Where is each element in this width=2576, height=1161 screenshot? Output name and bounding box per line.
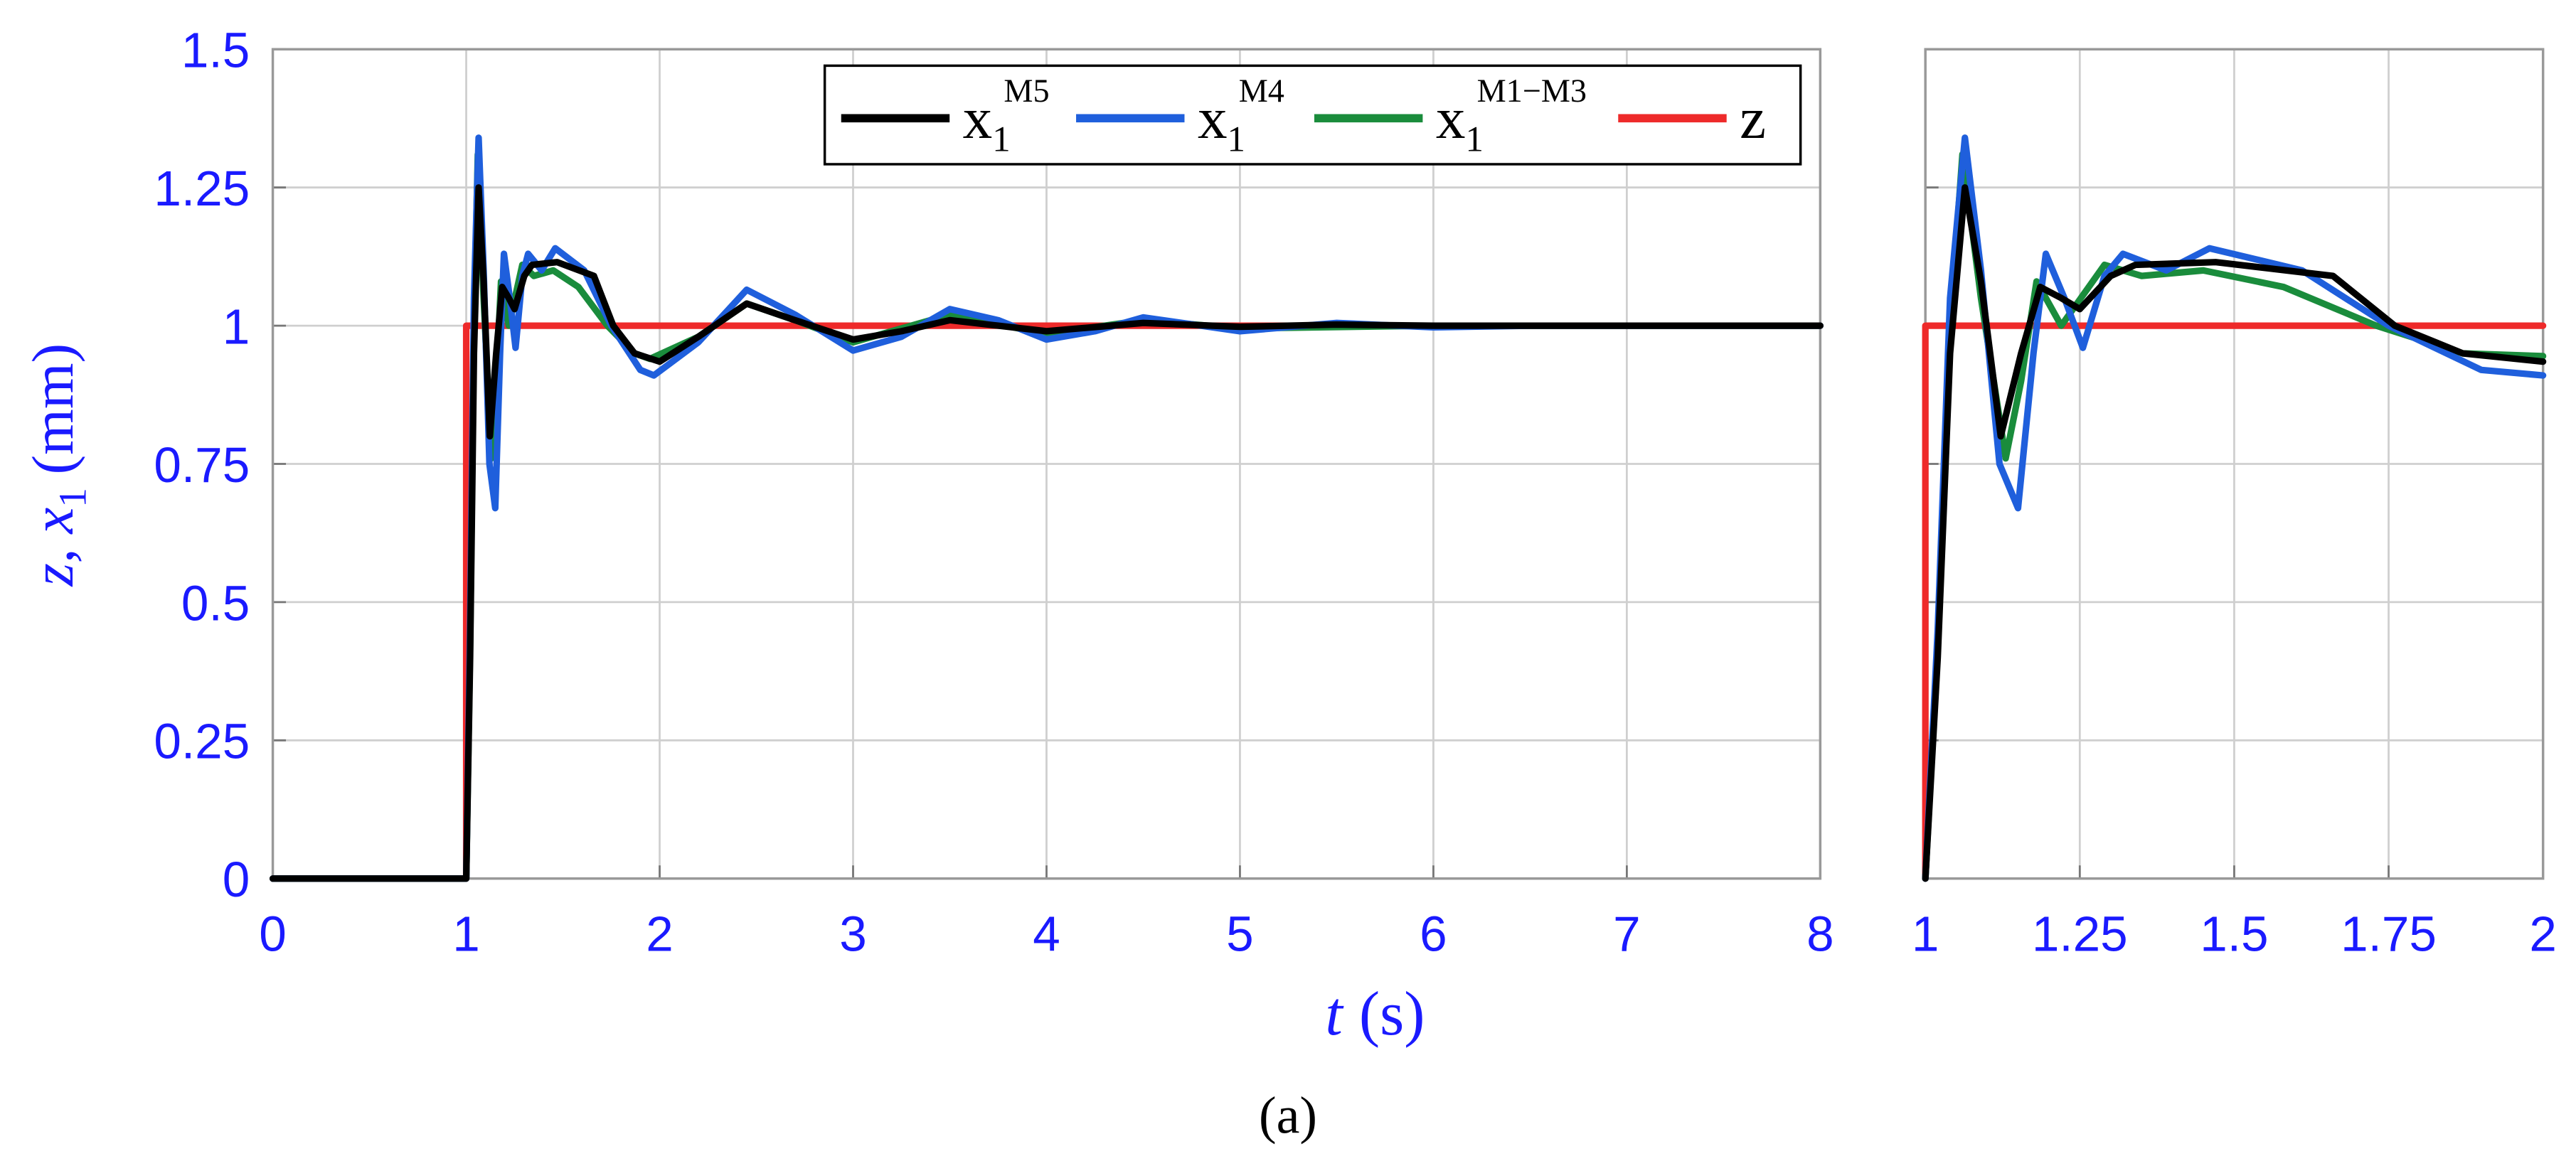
x-tick-label: 0	[259, 906, 287, 961]
legend-sub: 1	[1228, 119, 1245, 159]
legend-label: x1 M5	[963, 73, 1050, 159]
legend-sup: M1−M3	[1477, 73, 1587, 109]
x-tick-label: 2	[2529, 906, 2557, 961]
x-tick-label: 1.25	[2032, 906, 2128, 961]
legend-name: x	[1436, 85, 1466, 151]
y-tick-label: 1	[223, 299, 250, 355]
x-tick-label: 1	[452, 906, 480, 961]
x-tick-label: 2	[646, 906, 674, 961]
y-tick-label: 1.25	[154, 161, 250, 216]
x-tick-label: 1.75	[2341, 906, 2437, 961]
y-tick-label: 0.25	[154, 714, 250, 769]
y-tick-label: 0	[223, 852, 250, 907]
series-line	[269, 184, 1824, 882]
y-axis-label-sub: 1	[50, 488, 94, 508]
y-axis-label-main: z, x	[20, 508, 85, 587]
legend-label: x1 M1−M3	[1436, 73, 1587, 159]
x-tick-label: 6	[1420, 906, 1447, 961]
x-tick-label: 5	[1226, 906, 1254, 961]
legend-name: x	[963, 85, 993, 151]
x-tick-label: 1	[1912, 906, 1939, 961]
legend-label: z	[1740, 85, 1766, 151]
legend-sup: M5	[1004, 73, 1049, 109]
legend-name: z	[1740, 85, 1766, 151]
caption: (a)	[1259, 1086, 1317, 1145]
x-axis-label-main: t	[1325, 979, 1344, 1048]
legend-label: x1 M4	[1198, 73, 1284, 159]
x-axis-label: t (s)	[1325, 979, 1425, 1048]
y-axis-label-unit: (mm)	[20, 343, 85, 475]
y-tick-label: 0.5	[181, 575, 250, 631]
legend-sub: 1	[1465, 119, 1483, 159]
series-line	[1922, 322, 2547, 882]
x-axis-label-unit: (s)	[1359, 979, 1425, 1048]
y-axis-label: z, x1 (mm)	[20, 343, 94, 587]
plot-frame	[271, 48, 1822, 880]
x-tick-label: 1.5	[2200, 906, 2268, 961]
legend-sub: 1	[992, 119, 1010, 159]
y-tick-label: 1.5	[181, 23, 250, 78]
x-tick-label: 7	[1613, 906, 1641, 961]
series-line	[1922, 184, 2547, 882]
legend-sup: M4	[1239, 73, 1284, 109]
x-tick-label: 4	[1033, 906, 1060, 961]
x-tick-label: 3	[839, 906, 867, 961]
legend-name: x	[1198, 85, 1228, 151]
y-tick-label: 0.75	[154, 437, 250, 493]
x-tick-label: 8	[1806, 906, 1834, 961]
